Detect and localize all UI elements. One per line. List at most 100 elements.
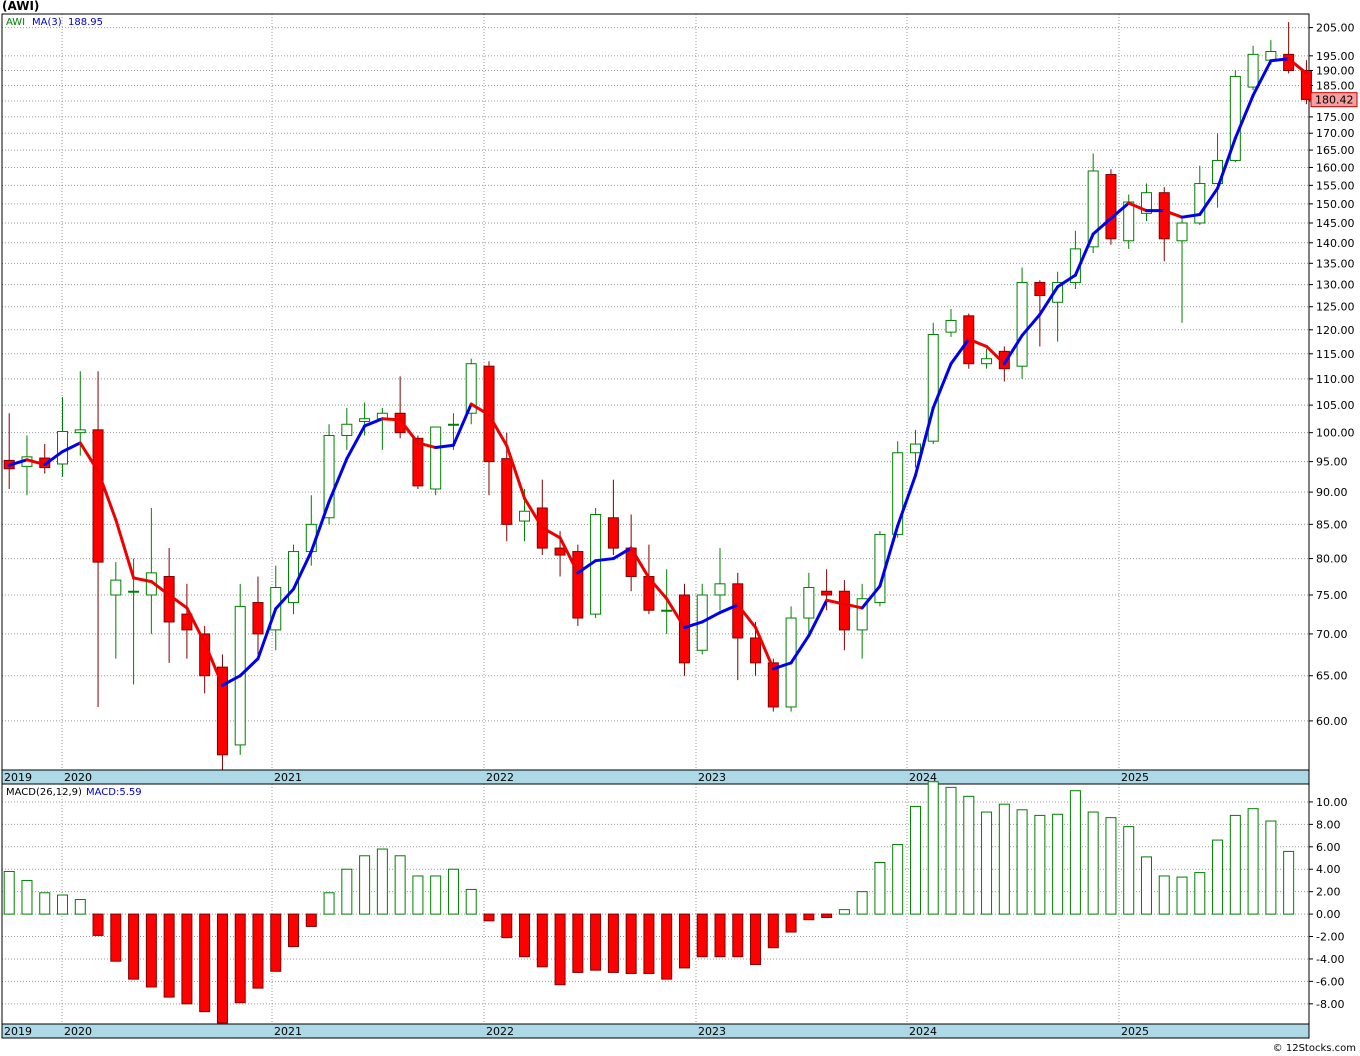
macd-bar: [1034, 814, 1046, 915]
price-year-label: 2025: [1121, 771, 1149, 784]
price-tick-label: 170.00: [1316, 127, 1355, 140]
ma3-segment: [985, 344, 1006, 366]
candle-body: [110, 579, 122, 596]
macd-bar: [678, 913, 690, 969]
price-tick-label: 95.00: [1316, 456, 1348, 469]
macd-bar: [216, 913, 228, 1024]
macd-bar: [412, 875, 424, 915]
price-tick-label: 155.00: [1316, 179, 1355, 192]
ma3-segment: [309, 500, 331, 554]
ma3-segment: [949, 337, 971, 366]
macd-bar: [234, 913, 246, 1004]
watermark: © 12Stocks.com: [1273, 1043, 1356, 1054]
macd-bar: [590, 913, 602, 971]
macd-bars: [3, 781, 1295, 1024]
macd-bar: [838, 909, 850, 915]
macd-bar: [927, 781, 939, 915]
macd-year-label: 2022: [486, 1025, 514, 1038]
candle-body: [661, 609, 673, 612]
ma3-segment: [505, 444, 527, 500]
ma3-segment: [1198, 186, 1220, 216]
candle-body: [519, 510, 531, 522]
price-tick-label: 110.00: [1316, 373, 1355, 386]
ma3-segment: [896, 473, 917, 528]
candle-body: [1194, 183, 1206, 224]
price-tick-label: 160.00: [1316, 161, 1355, 174]
macd-bar: [963, 795, 975, 915]
macd-year-label: 2025: [1121, 1025, 1149, 1038]
ma3-segment: [736, 603, 758, 630]
candle-body: [1105, 174, 1117, 240]
macd-bar: [3, 870, 15, 915]
ma3-segment: [132, 576, 153, 584]
macd-bar: [1105, 817, 1117, 915]
macd-bar: [1212, 839, 1224, 915]
ma3-segment: [25, 458, 47, 467]
price-tick-label: 135.00: [1316, 257, 1355, 270]
candle-body: [1229, 75, 1241, 161]
ma3-segment: [416, 441, 438, 450]
candle-body: [252, 602, 264, 635]
ma3-segment: [327, 457, 349, 504]
macd-bar: [288, 913, 300, 948]
ma3-segment: [611, 546, 633, 561]
ma3-segment: [78, 441, 100, 473]
ma3-segment: [842, 602, 864, 610]
macd-bar: [57, 894, 69, 915]
price-tick-label: 140.00: [1316, 237, 1355, 250]
macd-bar: [785, 913, 797, 933]
ma3-segment: [913, 406, 935, 477]
price-tick-label: 145.00: [1316, 217, 1355, 230]
ma3-segment: [700, 611, 722, 624]
ma3-segment: [931, 362, 953, 410]
ma3-segment: [203, 641, 224, 687]
price-tick-label: 195.00: [1316, 50, 1355, 63]
candle-body: [909, 443, 921, 454]
macd-bar: [607, 913, 619, 973]
macd-tick-label: -6.00: [1316, 975, 1344, 988]
ma3-segment: [754, 626, 775, 671]
candle-body: [981, 358, 993, 365]
price-year-label: 2024: [909, 771, 937, 784]
macd-bar: [376, 848, 388, 915]
price-tick-label: 205.00: [1316, 22, 1355, 35]
macd-bar: [394, 855, 406, 915]
macd-bar: [447, 868, 459, 915]
macd-year-label: 2020: [64, 1025, 92, 1038]
legend-ma-value: 188.95: [68, 17, 103, 28]
macd-bar: [128, 913, 140, 980]
ma3-segment: [1002, 333, 1024, 366]
candle-body: [714, 583, 726, 596]
ma3-segment: [1038, 285, 1060, 316]
macd-bar: [39, 892, 51, 915]
macd-bar: [163, 913, 175, 998]
ma3-segment: [1251, 59, 1273, 97]
macd-bar: [572, 913, 584, 973]
macd-bar: [92, 913, 104, 936]
ma3-segment: [256, 607, 278, 661]
macd-year-label: 2024: [909, 1025, 937, 1038]
candle-body: [1300, 69, 1312, 100]
candle-body: [216, 666, 228, 756]
price-tick-label: 115.00: [1316, 348, 1355, 361]
ma3-segment: [1073, 232, 1095, 277]
macd-tick-label: 4.00: [1316, 863, 1341, 876]
candle-body: [394, 412, 406, 434]
macd-bar: [625, 913, 637, 975]
ma3-segment: [665, 597, 686, 630]
ma3-segment: [238, 657, 260, 678]
macd-bar: [1140, 856, 1152, 915]
macd-bar: [21, 879, 33, 915]
macd-bar: [1158, 875, 1170, 915]
ma3-segment: [1180, 212, 1202, 219]
ma3-segment: [576, 559, 598, 575]
candle-body: [92, 429, 104, 563]
ma3-segment: [647, 576, 669, 601]
macd-tick-label: 8.00: [1316, 818, 1341, 831]
macd-bar: [803, 913, 815, 921]
macd-bar: [750, 913, 762, 966]
candle-body: [945, 319, 957, 333]
macd-x-axis-band: [1, 1023, 1310, 1039]
candle-body: [838, 590, 850, 631]
macd-bar: [519, 913, 531, 958]
